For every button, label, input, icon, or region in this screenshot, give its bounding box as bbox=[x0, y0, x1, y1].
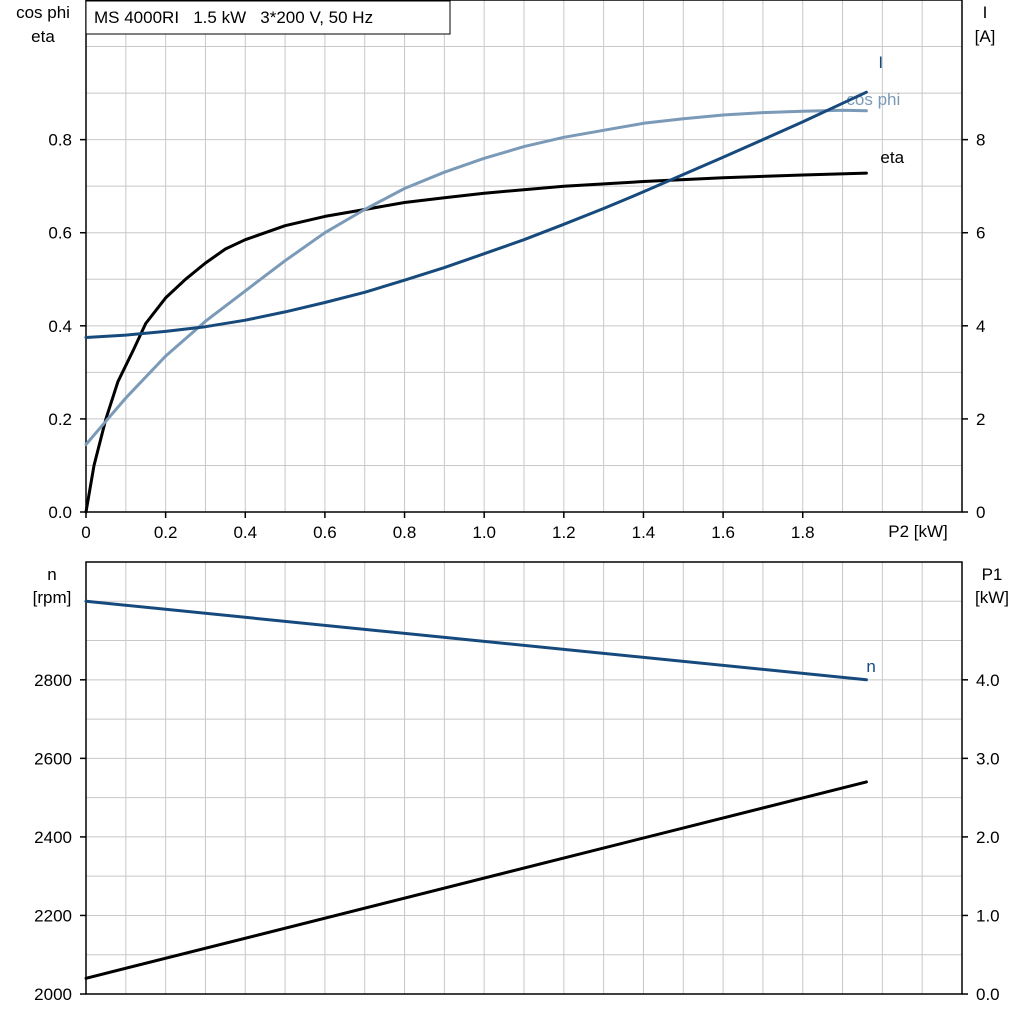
top-grid bbox=[86, 0, 962, 512]
top-axis-ticks: 0.0 0.2 0.4 0.6 0.8 0 2 4 6 8 0 0.2 0.4 0.6 0.8 1.0 1.2 1… bbox=[48, 131, 985, 542]
bottom-axis-ticks: 2000 2200 2400 2600 2800 0.0 1.0 2.0 3.0 4.0 bbox=[34, 671, 999, 1004]
x-axis-tick-label: 0.6 bbox=[313, 523, 337, 542]
left-axis-tick-label: 0.0 bbox=[48, 503, 72, 522]
top-plot-frame bbox=[85, 0, 963, 513]
top-left-axis-title-line1: cos phi bbox=[16, 3, 70, 22]
right-axis-tick-label: 2 bbox=[976, 410, 985, 429]
curve-label-n: n bbox=[866, 657, 875, 676]
x-axis-tick-label: 1.2 bbox=[552, 523, 576, 542]
bottom-plot-frame bbox=[85, 561, 963, 995]
right-axis-tick-label: 1.0 bbox=[976, 906, 1000, 925]
right-axis-tick-label: 0.0 bbox=[976, 985, 1000, 1004]
left-axis-tick-label: 2400 bbox=[34, 828, 72, 847]
bottom-left-axis-title-line1: n bbox=[47, 565, 56, 584]
curve-p1 bbox=[84, 780, 868, 980]
left-axis-tick-label: 0.6 bbox=[48, 224, 72, 243]
left-axis-tick-label: 0.2 bbox=[48, 410, 72, 429]
bottom-right-axis-title-line2: [kW] bbox=[975, 588, 1009, 607]
right-axis-tick-label: 0 bbox=[976, 503, 985, 522]
left-axis-tick-label: 2600 bbox=[34, 749, 72, 768]
left-axis-tick-label: 0.8 bbox=[48, 131, 72, 150]
right-axis-tick-label: 3.0 bbox=[976, 749, 1000, 768]
chart-title-box bbox=[85, 0, 451, 35]
x-axis-tick-label: 1.4 bbox=[632, 523, 656, 542]
x-axis-tick-label: 0.8 bbox=[393, 523, 417, 542]
right-axis-tick-label: 4.0 bbox=[976, 671, 1000, 690]
x-axis-tick-label: 1.8 bbox=[791, 523, 815, 542]
bottom-grid bbox=[86, 562, 962, 994]
x-axis-tick-label: 1.0 bbox=[472, 523, 496, 542]
bottom-left-axis-title-line2: [rpm] bbox=[33, 588, 72, 607]
chart-title: MS 4000RI 1.5 kW 3*200 V, 50 Hz bbox=[94, 8, 373, 27]
x-axis-tick-label: 0 bbox=[81, 523, 90, 542]
right-axis-tick-label: 6 bbox=[976, 224, 985, 243]
left-axis-tick-label: 2200 bbox=[34, 906, 72, 925]
right-axis-tick-label: 8 bbox=[976, 131, 985, 150]
curve-eta bbox=[84, 171, 868, 514]
top-right-axis-title-line2: [A] bbox=[975, 27, 996, 46]
curve-label-eta: eta bbox=[880, 148, 904, 167]
bottom-right-axis-title-line1: P1 bbox=[982, 565, 1003, 584]
x-axis-tick-label: 0.4 bbox=[233, 523, 257, 542]
x-axis-tick-label: 0.2 bbox=[154, 523, 178, 542]
curve-label-i: I bbox=[878, 53, 883, 72]
curve-n bbox=[84, 599, 868, 682]
left-axis-tick-label: 0.4 bbox=[48, 317, 72, 336]
left-axis-tick-label: 2800 bbox=[34, 671, 72, 690]
x-axis-tick-label: 1.6 bbox=[711, 523, 735, 542]
bottom-curves: n bbox=[84, 599, 876, 980]
curve-i bbox=[84, 90, 868, 339]
left-axis-tick-label: 2000 bbox=[34, 985, 72, 1004]
x-axis-title: P2 [kW] bbox=[888, 522, 948, 541]
right-axis-tick-label: 2.0 bbox=[976, 828, 1000, 847]
top-right-axis-title-line1: I bbox=[983, 3, 988, 22]
curve-cos-phi bbox=[84, 108, 868, 446]
right-axis-tick-label: 4 bbox=[976, 317, 985, 336]
top-left-axis-title-line2: eta bbox=[31, 27, 55, 46]
